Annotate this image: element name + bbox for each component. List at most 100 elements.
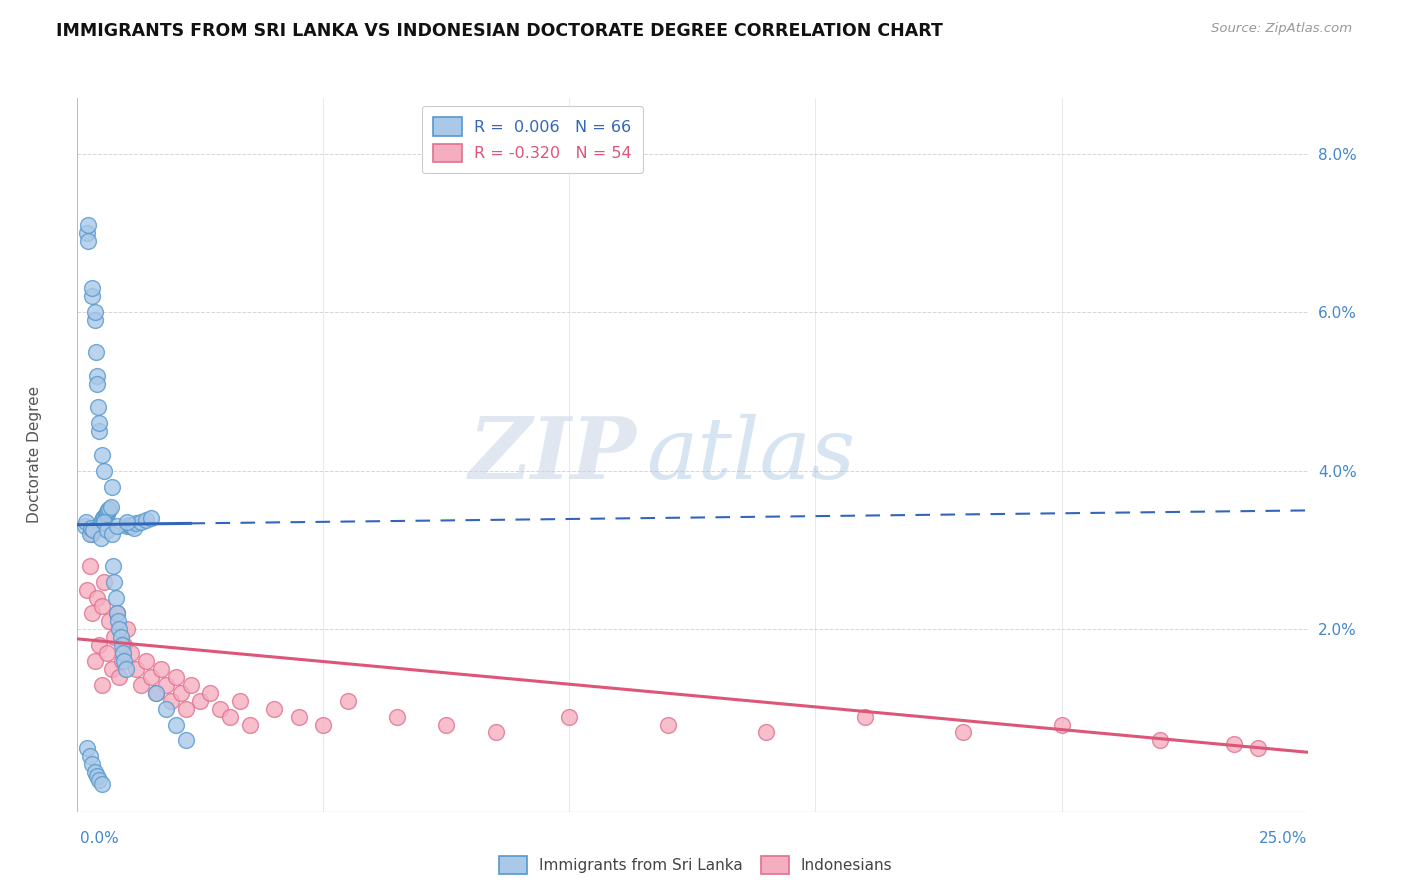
Point: [387, 709, 409, 723]
Point: [485, 725, 508, 739]
Point: [229, 694, 252, 708]
Point: [90, 448, 114, 462]
Point: [190, 694, 212, 708]
Point: [141, 511, 163, 525]
Text: 25.0%: 25.0%: [1260, 831, 1308, 846]
Point: [82, 289, 104, 303]
Point: [115, 516, 138, 530]
Point: [155, 701, 177, 715]
Point: [755, 725, 778, 739]
Point: [96, 507, 118, 521]
Point: [90, 513, 114, 527]
Point: [174, 733, 197, 747]
Point: [89, 772, 111, 787]
Point: [77, 218, 100, 232]
Point: [312, 717, 335, 731]
Point: [79, 558, 101, 573]
Point: [125, 516, 148, 530]
Point: [209, 701, 232, 715]
Point: [165, 717, 187, 731]
Point: [104, 591, 127, 605]
Point: [93, 464, 115, 478]
Point: [145, 686, 167, 700]
Point: [131, 515, 153, 529]
Point: [76, 741, 98, 756]
Point: [111, 654, 134, 668]
Text: Doctorate Degree: Doctorate Degree: [27, 386, 42, 524]
Point: [100, 500, 122, 515]
Point: [111, 638, 134, 652]
Point: [93, 516, 115, 530]
Point: [150, 662, 173, 676]
Text: IMMIGRANTS FROM SRI LANKA VS INDONESIAN DOCTORATE DEGREE CORRELATION CHART: IMMIGRANTS FROM SRI LANKA VS INDONESIAN …: [56, 22, 943, 40]
Point: [105, 519, 128, 533]
Point: [180, 678, 202, 692]
Point: [98, 615, 121, 629]
Point: [952, 725, 974, 739]
Point: [73, 519, 96, 533]
Point: [121, 646, 143, 660]
Point: [83, 305, 105, 319]
Point: [115, 519, 138, 533]
Point: [82, 523, 104, 537]
Point: [112, 638, 135, 652]
Point: [558, 709, 581, 723]
Point: [125, 662, 148, 676]
Point: [101, 662, 124, 676]
Point: [145, 686, 167, 700]
Point: [76, 226, 98, 240]
Point: [77, 234, 100, 248]
Point: [288, 709, 311, 723]
Point: [141, 670, 163, 684]
Point: [93, 574, 115, 589]
Point: [1149, 733, 1171, 747]
Text: atlas: atlas: [645, 414, 855, 496]
Point: [112, 654, 135, 668]
Legend: R =  0.006   N = 66, R = -0.320   N = 54: R = 0.006 N = 66, R = -0.320 N = 54: [422, 106, 644, 173]
Point: [107, 615, 129, 629]
Point: [86, 591, 108, 605]
Point: [83, 765, 105, 780]
Text: ZIP: ZIP: [470, 413, 637, 497]
Point: [89, 424, 111, 438]
Point: [105, 607, 128, 621]
Point: [84, 344, 107, 359]
Point: [135, 654, 157, 668]
Legend: Immigrants from Sri Lanka, Indonesians: Immigrants from Sri Lanka, Indonesians: [494, 850, 898, 880]
Point: [135, 513, 157, 527]
Point: [79, 527, 101, 541]
Point: [90, 678, 114, 692]
Point: [101, 527, 124, 541]
Point: [96, 505, 118, 519]
Point: [110, 630, 132, 644]
Point: [657, 717, 679, 731]
Point: [103, 574, 125, 589]
Point: [86, 376, 108, 391]
Point: [98, 501, 121, 516]
Point: [90, 777, 114, 791]
Point: [111, 646, 134, 660]
Point: [89, 638, 111, 652]
Point: [160, 694, 183, 708]
Point: [90, 531, 112, 545]
Text: 0.0%: 0.0%: [80, 831, 120, 846]
Point: [239, 717, 262, 731]
Point: [114, 662, 136, 676]
Point: [76, 582, 98, 597]
Point: [1223, 737, 1246, 751]
Point: [103, 630, 125, 644]
Point: [101, 558, 124, 573]
Point: [96, 646, 118, 660]
Point: [93, 509, 115, 524]
Point: [131, 678, 153, 692]
Point: [96, 523, 118, 537]
Point: [82, 757, 104, 772]
Point: [1247, 741, 1270, 756]
Point: [436, 717, 458, 731]
Point: [89, 416, 111, 430]
Point: [79, 749, 101, 764]
Point: [90, 599, 114, 613]
Point: [165, 670, 187, 684]
Point: [174, 701, 197, 715]
Point: [170, 686, 193, 700]
